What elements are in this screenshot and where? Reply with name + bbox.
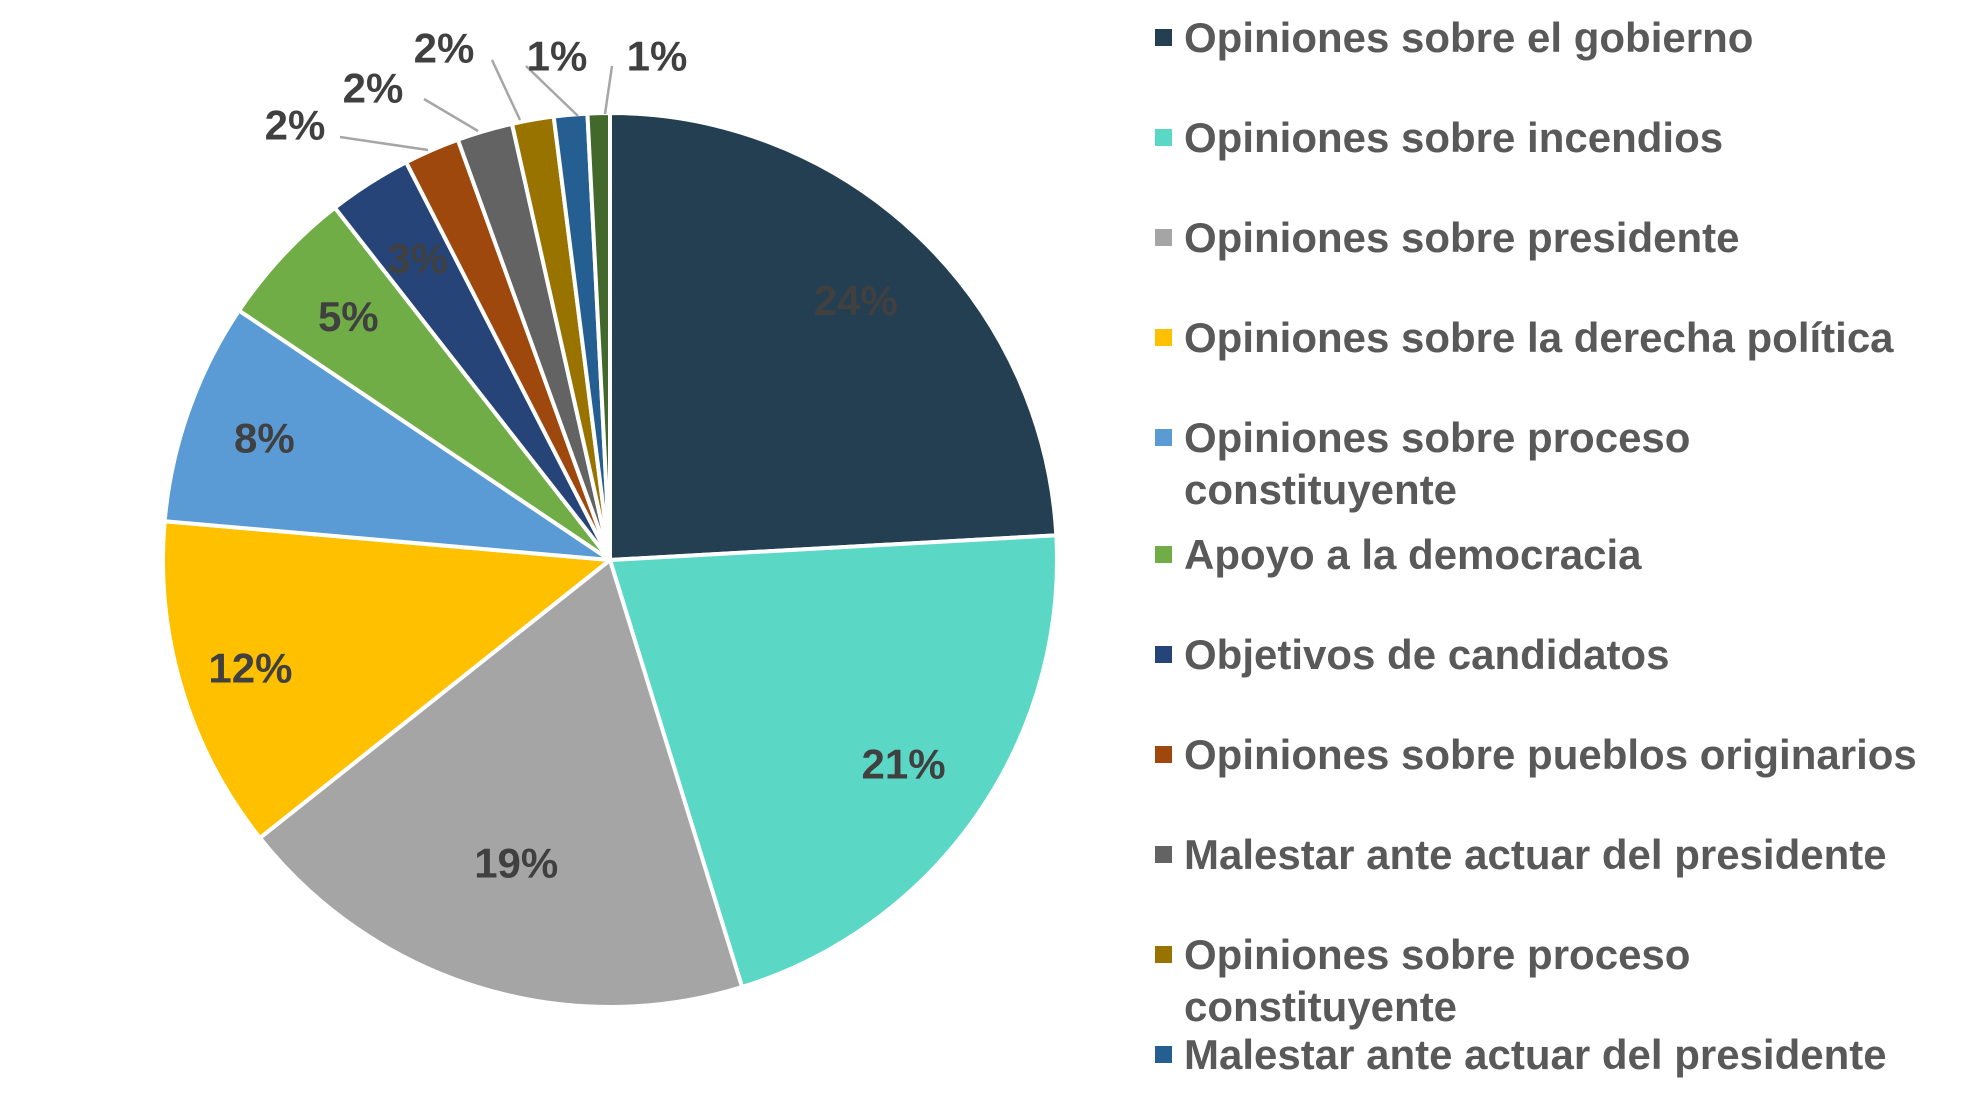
legend-label: Opiniones sobre proceso constituyente xyxy=(1184,931,1691,1030)
legend-label: Opiniones sobre proceso constituyente xyxy=(1184,414,1691,513)
legend-swatch xyxy=(1155,646,1172,663)
legend-label: Opiniones sobre incendios xyxy=(1184,114,1724,161)
leader-line-11 xyxy=(525,65,579,117)
legend-label: Objetivos de candidatos xyxy=(1184,631,1670,678)
legend-item: Opiniones sobre proceso constituyente xyxy=(1155,412,1965,516)
legend-swatch xyxy=(1155,329,1172,346)
legend-label: Opiniones sobre el gobierno xyxy=(1184,14,1754,61)
pie-slice-6 xyxy=(236,204,612,562)
legend-item: Objetivos de candidatos xyxy=(1155,629,1965,681)
leader-line-12 xyxy=(603,65,614,115)
pie-slice-1 xyxy=(608,110,1059,563)
data-labels: 24%21%19%12%8%5%3%2%2%2% 1% 1% xyxy=(208,25,945,887)
data-label-2: 21% xyxy=(862,741,946,788)
data-label-12: 1% xyxy=(627,33,688,80)
legend-swatch xyxy=(1155,846,1172,863)
legend-swatch xyxy=(1155,429,1172,446)
legend-label: Opiniones sobre pueblos originarios xyxy=(1184,731,1917,778)
pie-slice-3 xyxy=(257,556,745,1009)
legend-label: Opiniones sobre la derecha política xyxy=(1184,314,1894,361)
legend-item: Opiniones sobre incendios xyxy=(1155,112,1965,164)
legend-item: Opiniones sobre presidente xyxy=(1155,212,1965,264)
legend-swatch xyxy=(1155,1046,1172,1063)
data-label-5: 8% xyxy=(234,414,295,461)
legend-label: Malestar ante actuar del presidente xyxy=(1184,1031,1887,1078)
legend-item: Opiniones sobre el gobierno xyxy=(1155,12,1965,64)
leader-lines xyxy=(339,59,614,152)
data-label-10: 2% xyxy=(414,25,475,72)
data-label-6: 5% xyxy=(318,293,379,340)
legend-item: Opiniones sobre proceso constituyente xyxy=(1155,929,1965,1033)
leader-line-10 xyxy=(490,59,522,121)
legend-swatch xyxy=(1155,229,1172,246)
legend-item: Malestar ante actuar del presidente xyxy=(1155,829,1965,881)
data-label-7: 3% xyxy=(387,235,448,282)
legend-swatch xyxy=(1155,546,1172,563)
pie-slice-4 xyxy=(161,519,616,841)
pie-slices xyxy=(161,110,1059,1009)
leader-line-9 xyxy=(423,97,479,133)
legend-swatch xyxy=(1155,746,1172,763)
legend-label: Apoyo a la democracia xyxy=(1184,531,1642,578)
data-label-9: 2% xyxy=(343,65,404,112)
legend-swatch xyxy=(1155,129,1172,146)
leader-line-8 xyxy=(339,135,429,152)
data-label-11: 1% xyxy=(527,33,588,80)
data-label-8: 2% xyxy=(265,102,326,149)
legend-swatch xyxy=(1155,946,1172,963)
legend-item: Apoyo a la democracia xyxy=(1155,529,1965,581)
pie-slice-2 xyxy=(607,533,1059,990)
pie-slice-5 xyxy=(162,307,612,562)
legend-label: Malestar ante actuar del presidente xyxy=(1184,831,1887,878)
data-label-1: 24% xyxy=(814,277,898,324)
legend-swatch xyxy=(1155,29,1172,46)
legend-item: Malestar ante actuar del presidente xyxy=(1155,1029,1965,1081)
data-label-3: 19% xyxy=(474,840,558,887)
pie-slice-12 xyxy=(585,110,612,561)
legend-item: Opiniones sobre la derecha política xyxy=(1155,312,1965,364)
data-label-4: 12% xyxy=(208,645,292,692)
legend-label: Opiniones sobre presidente xyxy=(1184,214,1740,261)
legend-item: Opiniones sobre pueblos originarios xyxy=(1155,729,1965,781)
